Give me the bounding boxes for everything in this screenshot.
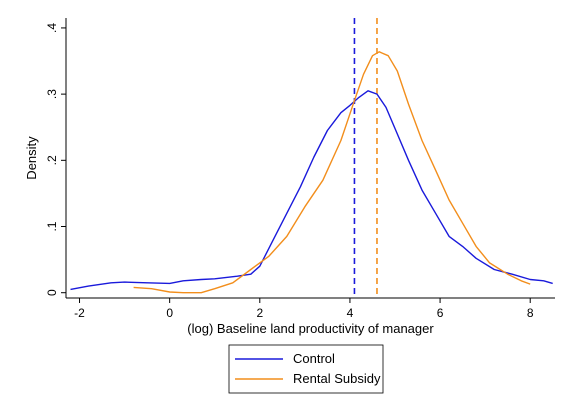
legend-label-control: Control <box>293 351 335 366</box>
series-line-rental-subsidy <box>133 51 531 294</box>
x-axis-title: (log) Baseline land productivity of mana… <box>187 321 434 336</box>
x-tick-label: 8 <box>527 306 534 320</box>
x-tick-label: 0 <box>166 306 173 320</box>
x-tick-label: -2 <box>74 306 85 320</box>
series-line-control <box>70 90 553 291</box>
plot-region <box>66 18 555 298</box>
legend: Control Rental Subsidy <box>228 344 384 394</box>
x-tick-label: 6 <box>437 306 444 320</box>
y-tick-label: .2 <box>45 155 59 165</box>
y-axis-title: Density <box>24 136 39 180</box>
y-tick-label: .3 <box>45 89 59 99</box>
y-tick-label: .4 <box>45 23 59 33</box>
x-tick-label: 2 <box>256 306 263 320</box>
y-tick-label: .1 <box>45 221 59 231</box>
legend-box <box>228 344 384 394</box>
x-tick-label: 4 <box>347 306 354 320</box>
y-tick-label: 0 <box>45 289 59 296</box>
legend-label-rental-subsidy: Rental Subsidy <box>293 371 381 386</box>
